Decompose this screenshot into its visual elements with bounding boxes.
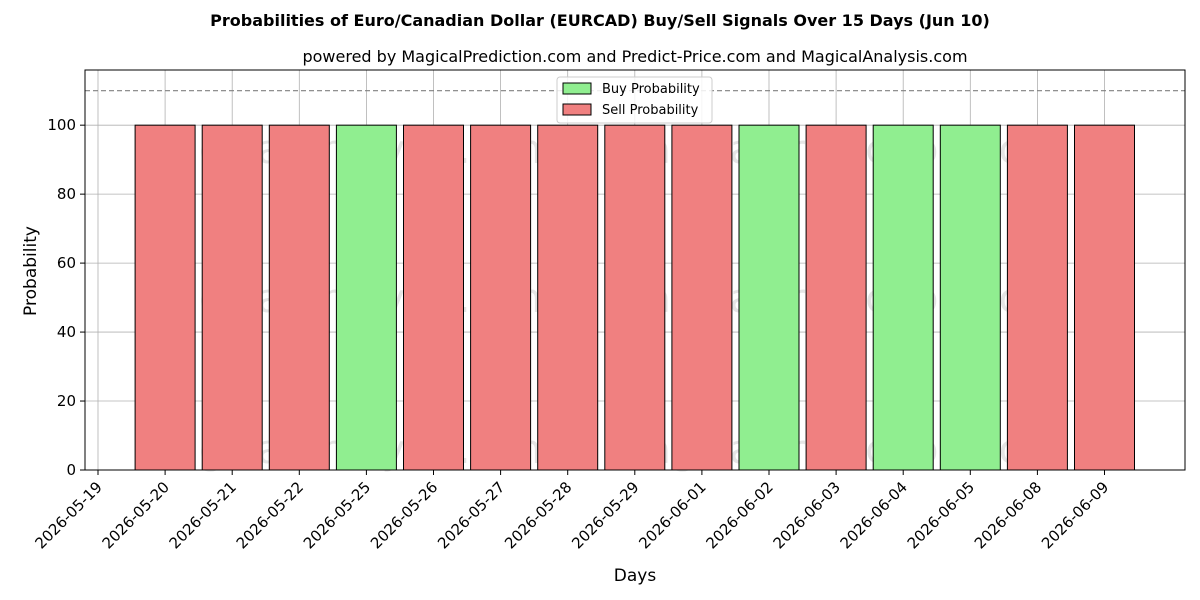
x-tick-label: 2026-05-27 <box>434 478 508 552</box>
x-tick-label: 2026-05-29 <box>568 478 642 552</box>
x-tick-label: 2026-05-28 <box>501 478 575 552</box>
x-tick-label: 2026-05-20 <box>99 478 173 552</box>
y-tick-label: 80 <box>57 185 76 203</box>
x-tick-label: 2026-06-02 <box>702 478 776 552</box>
x-tick-label: 2026-05-19 <box>31 478 105 552</box>
y-tick-label: 0 <box>66 461 76 479</box>
bars <box>134 124 1135 471</box>
sell-bar <box>403 124 464 471</box>
sell-bar <box>268 124 330 471</box>
sell-bar <box>1074 124 1135 471</box>
y-tick-label: 20 <box>57 392 76 410</box>
legend-label-buy: Buy Probability <box>602 82 700 97</box>
x-axis-label: Days <box>614 566 657 586</box>
y-tick-label: 100 <box>47 116 76 134</box>
y-axis-label: Probability <box>21 226 41 316</box>
x-tick-label: 2026-05-26 <box>367 478 441 552</box>
x-tick-label: 2026-05-21 <box>166 478 240 552</box>
sell-bar <box>201 124 263 471</box>
y-tick-label: 40 <box>57 323 76 341</box>
x-tick-label: 2026-06-09 <box>1038 478 1112 552</box>
chart-subtitle: powered by MagicalPrediction.com and Pre… <box>302 47 967 66</box>
legend-swatch-sell <box>562 103 592 116</box>
legend-label-sell: Sell Probability <box>602 103 699 118</box>
legend-box <box>556 76 713 124</box>
sell-bar <box>1006 124 1068 471</box>
sell-bar <box>537 124 599 471</box>
x-tick-label: 2026-06-05 <box>904 478 978 552</box>
x-tick-label: 2026-06-01 <box>635 478 709 552</box>
buy-bar <box>872 124 934 471</box>
x-tick-label: 2026-06-03 <box>770 478 844 552</box>
sell-bar <box>604 124 666 471</box>
chart-title: Probabilities of Euro/Canadian Dollar (E… <box>210 11 990 30</box>
y-tick-label: 60 <box>57 254 76 272</box>
sell-bar <box>470 124 532 471</box>
buy-bar <box>738 124 800 471</box>
legend: Buy Probability Sell Probability <box>556 76 713 124</box>
x-tick-label: 2026-05-22 <box>233 478 307 552</box>
x-tick-label: 2026-06-04 <box>837 478 911 552</box>
legend-swatch-buy <box>562 82 592 95</box>
buy-bar <box>335 124 397 471</box>
sell-bar <box>134 124 196 471</box>
sell-bar <box>671 124 733 471</box>
sell-bar <box>805 124 867 471</box>
x-tick-label: 2026-06-08 <box>971 478 1045 552</box>
x-tick-label: 2026-05-25 <box>300 478 374 552</box>
buy-bar <box>939 124 1001 471</box>
